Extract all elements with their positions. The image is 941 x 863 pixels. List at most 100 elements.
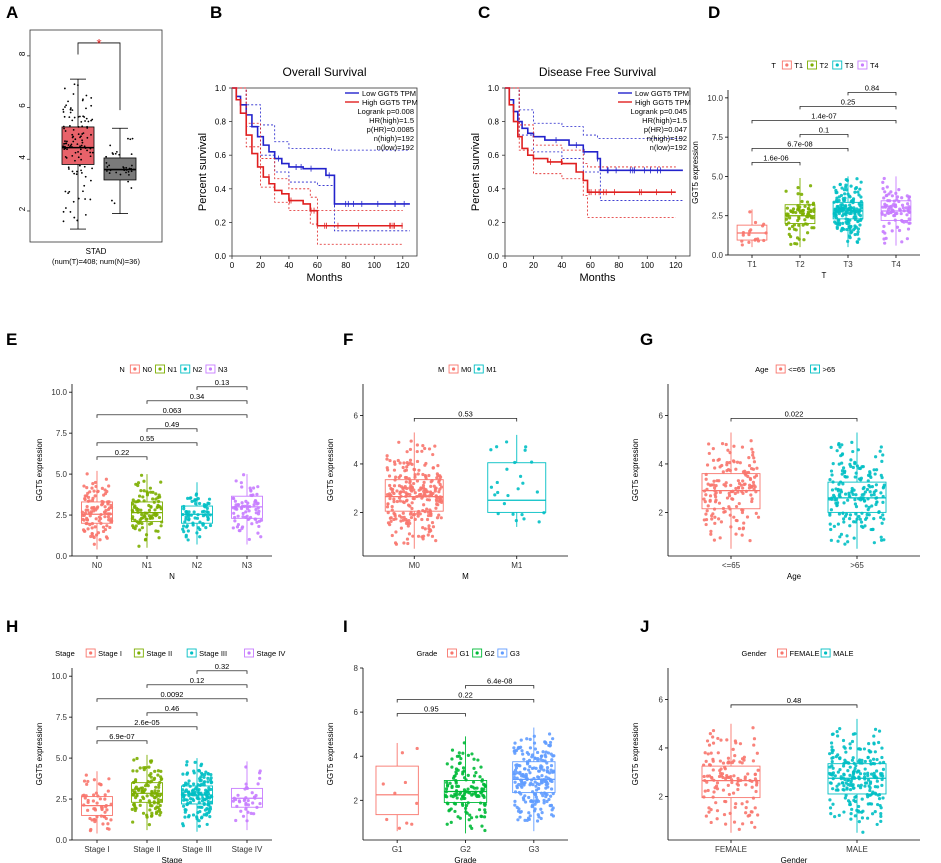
data-point	[399, 526, 403, 530]
stat-text: n(high)=192	[647, 134, 687, 143]
data-point	[245, 507, 250, 511]
data-point	[853, 498, 857, 502]
data-point	[152, 512, 156, 517]
data-point	[851, 199, 855, 204]
x-axis-label: Grade	[454, 856, 477, 863]
data-point	[181, 527, 185, 531]
data-point	[256, 782, 260, 786]
data-point	[63, 87, 66, 90]
data-point	[405, 498, 409, 502]
data-point	[149, 490, 153, 494]
data-point	[249, 493, 253, 497]
data-point	[885, 185, 889, 189]
data-point	[829, 538, 833, 542]
data-point	[859, 203, 864, 207]
data-point	[109, 144, 112, 147]
data-point	[749, 493, 753, 497]
data-point	[839, 209, 843, 213]
series-low	[232, 87, 410, 232]
y-tick-label: 0.4	[215, 185, 227, 194]
data-point	[829, 508, 834, 512]
data-point	[523, 794, 527, 798]
data-point	[115, 171, 118, 174]
data-point	[881, 760, 886, 764]
data-point	[894, 191, 898, 196]
data-point	[854, 225, 858, 229]
data-point	[516, 818, 520, 822]
data-point	[148, 780, 152, 784]
data-point	[721, 506, 726, 511]
data-point	[98, 797, 102, 801]
data-point	[94, 791, 98, 795]
data-point	[877, 729, 882, 733]
x-tick-label: G1	[392, 845, 403, 854]
data-point	[192, 510, 196, 514]
data-point	[725, 461, 729, 465]
data-point	[750, 785, 754, 789]
data-point	[139, 473, 144, 477]
data-point	[879, 806, 883, 810]
data-point	[107, 518, 111, 522]
legend-key-dot	[158, 367, 162, 371]
data-point	[72, 200, 75, 203]
data-point	[905, 202, 910, 206]
data-point	[437, 513, 441, 517]
data-point	[77, 151, 79, 153]
data-point	[854, 493, 858, 497]
data-point	[837, 218, 841, 222]
data-point	[523, 448, 527, 452]
x-tick-label: 100	[368, 261, 382, 270]
data-point	[450, 765, 454, 769]
data-point	[828, 806, 833, 810]
data-point	[848, 788, 853, 792]
data-point	[831, 787, 835, 791]
box-group-StageII	[130, 754, 164, 831]
y-axis-label: GGT5 expression	[631, 439, 640, 502]
data-point	[519, 782, 524, 786]
data-point	[193, 498, 197, 502]
data-point	[184, 510, 188, 514]
bracket-line	[751, 148, 849, 152]
data-point	[404, 517, 408, 522]
data-point	[95, 506, 99, 510]
data-point	[85, 521, 89, 526]
data-point	[715, 817, 719, 821]
y-tick-label: 6	[659, 695, 664, 704]
data-point	[829, 527, 833, 532]
data-point	[394, 530, 398, 534]
data-point	[92, 778, 97, 782]
data-point	[90, 486, 94, 490]
ci-upper-line	[232, 87, 410, 151]
data-point	[420, 517, 424, 522]
data-point	[807, 203, 811, 207]
data-point	[905, 237, 909, 241]
data-point	[256, 506, 260, 510]
data-point	[718, 490, 722, 494]
data-point	[530, 803, 534, 807]
data-point	[438, 482, 442, 487]
data-point	[827, 497, 832, 501]
data-point	[858, 223, 862, 227]
data-point	[537, 775, 541, 780]
data-point	[137, 494, 142, 498]
data-point	[737, 527, 742, 531]
data-point	[159, 798, 163, 802]
data-point	[144, 517, 148, 521]
data-point	[721, 788, 726, 792]
data-point	[135, 499, 140, 504]
data-point	[127, 170, 130, 173]
data-point	[544, 775, 548, 779]
data-point	[435, 499, 439, 503]
data-point	[496, 490, 500, 495]
data-point	[250, 522, 254, 526]
data-point	[103, 511, 107, 515]
data-point	[720, 442, 725, 446]
data-point	[105, 489, 109, 494]
data-point	[857, 514, 861, 519]
data-point	[856, 227, 861, 231]
y-tick-label: 6	[18, 103, 27, 108]
legend-key-dot	[860, 63, 865, 67]
data-point	[77, 133, 80, 136]
data-point	[132, 758, 136, 762]
data-point	[142, 514, 146, 518]
